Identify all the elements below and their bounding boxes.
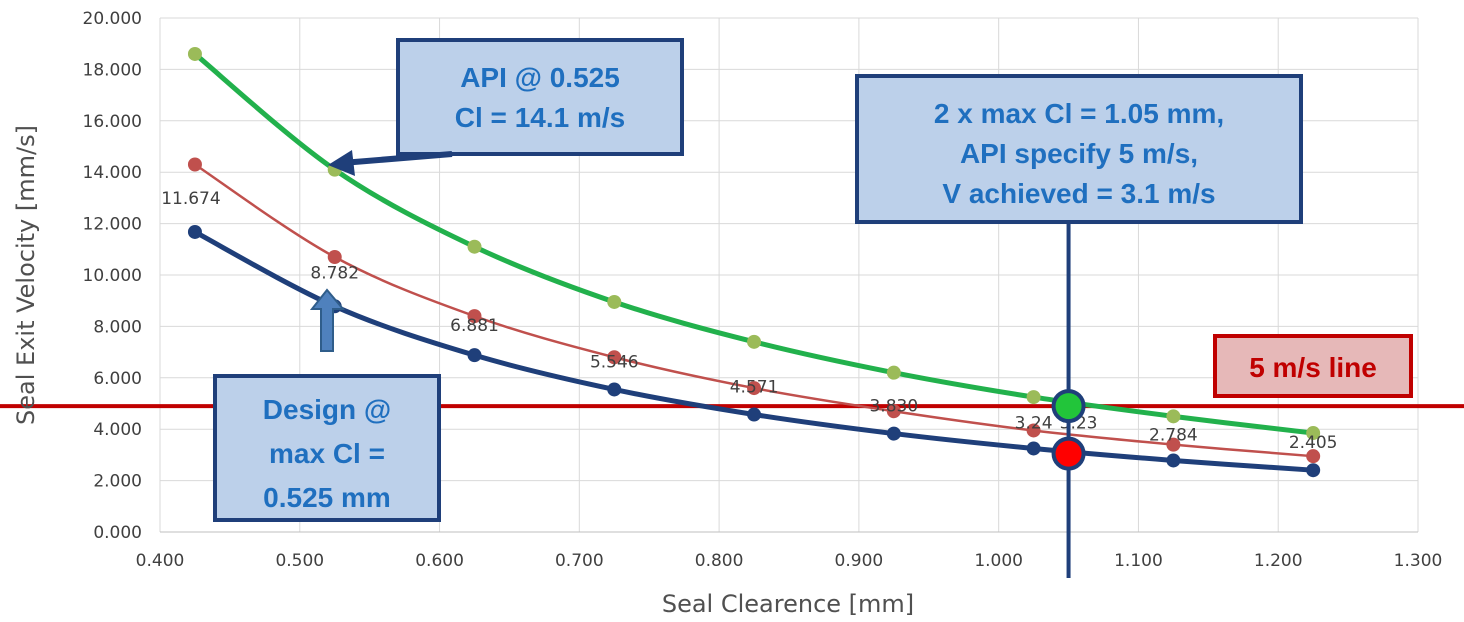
data-label: 6.881 xyxy=(450,316,499,336)
api-callout-line: API @ 0.525 xyxy=(460,62,620,93)
api-callout xyxy=(396,38,684,156)
highlight-points-group xyxy=(1051,389,1086,471)
x-tick-label: 0.800 xyxy=(695,551,744,571)
data-label: 11.674 xyxy=(161,189,220,209)
series-2-point xyxy=(607,350,622,365)
y-tick-label: 20.000 xyxy=(83,9,142,29)
x-tick-label: 1.100 xyxy=(1114,551,1163,571)
series-2-point xyxy=(1026,423,1041,438)
highlight-point-red xyxy=(1051,436,1086,471)
redline-callout xyxy=(1213,334,1413,398)
series-1-point xyxy=(747,407,762,422)
x-tick-label: 0.600 xyxy=(415,551,464,571)
design-callout xyxy=(213,374,441,522)
series-3-point xyxy=(187,46,202,61)
series-3-point xyxy=(747,334,762,349)
series-3-point xyxy=(1166,409,1181,424)
api-arrow-shaft xyxy=(341,151,453,166)
data-label: 5.546 xyxy=(590,352,639,372)
series-2-point xyxy=(187,157,202,172)
data-label: 3.24 xyxy=(1015,413,1053,433)
spec-callout-line: 2 x max Cl = 1.05 mm, xyxy=(934,98,1224,129)
series-group xyxy=(187,46,1321,478)
x-tick-label: 1.200 xyxy=(1254,551,1303,571)
y-tick-label: 8.000 xyxy=(93,317,142,337)
series-3-point xyxy=(607,294,622,309)
y-tick-label: 10.000 xyxy=(83,266,142,286)
design-callout-line: max Cl = xyxy=(269,438,385,469)
y-tick-label: 16.000 xyxy=(83,112,142,132)
series-1-point xyxy=(1166,453,1181,468)
api-callout-line: Cl = 14.1 m/s xyxy=(455,102,625,133)
series-2-point xyxy=(1306,449,1321,464)
redline-callout-text: 5 m/s line xyxy=(1249,352,1377,383)
y-tick-label: 18.000 xyxy=(83,60,142,80)
x-axis-title: Seal Clearence [mm] xyxy=(662,590,914,618)
series-2-point xyxy=(747,381,762,396)
x-tick-label: 0.900 xyxy=(835,551,884,571)
y-tick-label: 0.000 xyxy=(93,523,142,543)
y-tick-label: 12.000 xyxy=(83,215,142,235)
design-callout-line: 0.525 mm xyxy=(263,482,391,513)
y-tick-label: 2.000 xyxy=(93,472,142,492)
series-1-point xyxy=(607,382,622,397)
series-1-point xyxy=(886,426,901,441)
y-tick-label: 4.000 xyxy=(93,420,142,440)
series-1-point xyxy=(1306,463,1321,478)
x-tick-label: 0.400 xyxy=(136,551,185,571)
x-tick-label: 0.700 xyxy=(555,551,604,571)
series-3-point xyxy=(1026,390,1041,405)
design-callout-line: Design @ xyxy=(263,394,391,425)
series-1-point xyxy=(1026,441,1041,456)
series-1-point xyxy=(187,224,202,239)
series-2-point xyxy=(327,250,342,265)
api-arrow-head xyxy=(328,150,355,176)
series-3-line xyxy=(192,51,1316,436)
series-1-point xyxy=(467,348,482,363)
design-up-arrow xyxy=(309,288,346,352)
series-3-point xyxy=(1306,426,1321,441)
data-label: 8.782 xyxy=(310,263,359,283)
axes: 0.400 0.500 0.600 0.700 0.800 0.900 1.000 1.100… xyxy=(83,9,1443,571)
series-2-point xyxy=(1166,437,1181,452)
spec-callout-line: V achieved = 3.1 m/s xyxy=(942,178,1215,209)
highlight-point-green xyxy=(1051,389,1086,424)
data-label: 3.830 xyxy=(869,397,918,417)
data-label: 2.784 xyxy=(1149,425,1198,445)
data-label: 2.405 xyxy=(1289,433,1338,453)
y-tick-label: 6.000 xyxy=(93,369,142,389)
x-tick-label: 1.000 xyxy=(974,551,1023,571)
data-labels-group: 11.674 8.782 6.881 5.546 4.571 3.830 3.24 2.784… xyxy=(161,189,1337,453)
spec-callout-line: API specify 5 m/s, xyxy=(960,138,1198,169)
x-tick-label: 1.300 xyxy=(1394,551,1443,571)
series-3-point xyxy=(886,365,901,380)
x-tick-label: 0.500 xyxy=(275,551,324,571)
series-3-point xyxy=(467,239,482,254)
series-2-point xyxy=(467,309,482,324)
spec-callout xyxy=(855,74,1303,224)
callouts-group: API @ 0.525 Cl = 14.1 m/s Design @ max Cl =… xyxy=(213,38,1413,522)
y-tick-label: 14.000 xyxy=(83,163,142,183)
data-label: 4.571 xyxy=(730,378,779,398)
series-2-point xyxy=(886,404,901,419)
y-axis-title: Seal Exit Velocity [mm/s] xyxy=(12,125,40,425)
